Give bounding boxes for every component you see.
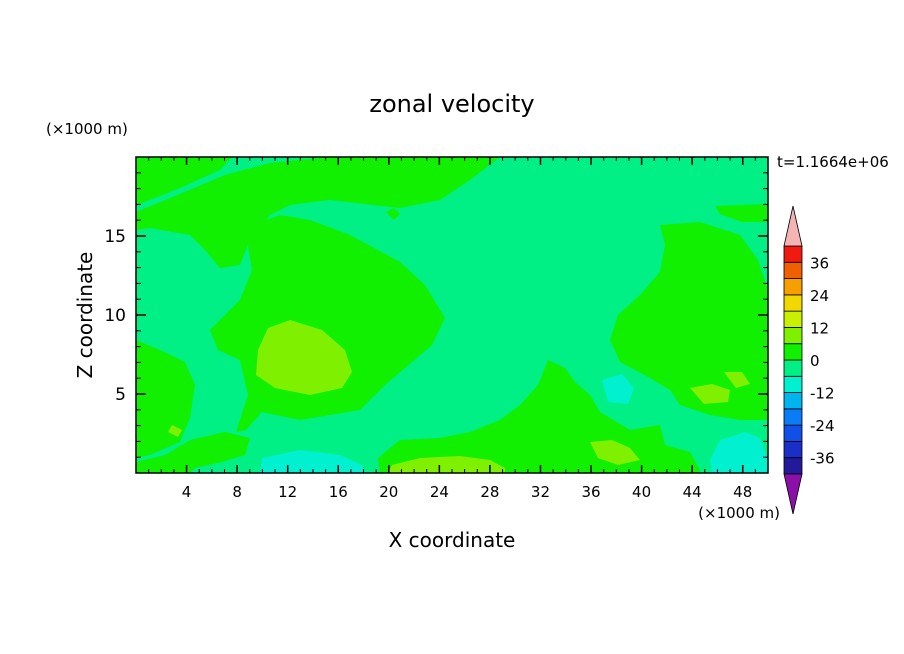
colorbar-under-triangle xyxy=(783,473,803,515)
x-tick-label: 28 xyxy=(480,483,499,501)
x-tick-label: 32 xyxy=(531,483,550,501)
colorbar-segment xyxy=(783,408,803,426)
colorbar-segment xyxy=(783,375,803,393)
contour-region-green-left xyxy=(136,340,195,458)
colorbar-tick-label: 0 xyxy=(810,352,820,370)
contour-region-yellowgreen-bottom xyxy=(388,456,505,473)
contour-region-green-bottom-left xyxy=(136,432,250,473)
colorbar-tick-label: 24 xyxy=(810,287,829,305)
colorbar-over-triangle xyxy=(783,205,803,247)
colorbar-tick-label: -12 xyxy=(810,385,835,403)
colorbar-segment xyxy=(783,245,803,263)
x-tick-label: 8 xyxy=(232,483,242,501)
y-tick-label: 5 xyxy=(115,385,126,405)
y-unit-label: (×1000 m) xyxy=(46,120,128,138)
x-tick-label: 12 xyxy=(278,483,297,501)
colorbar-tick-label: 36 xyxy=(810,254,829,272)
x-tick-label: 48 xyxy=(733,483,752,501)
y-axis-label: Z coordinate xyxy=(73,252,97,379)
colorbar-segment xyxy=(783,278,803,296)
colorbar-tick-label: 12 xyxy=(810,319,829,337)
contour-region-green-right-top xyxy=(715,204,768,222)
colorbar-segment xyxy=(783,294,803,312)
colorbar-segment xyxy=(783,457,803,475)
contour-region-yellowgreen-right xyxy=(690,384,730,404)
x-tick-label: 36 xyxy=(581,483,600,501)
contour-region-cyan-lower-right xyxy=(710,432,768,473)
x-tick-label: 16 xyxy=(329,483,348,501)
x-axis-label: X coordinate xyxy=(389,528,516,552)
colorbar-segment xyxy=(783,327,803,345)
contour-region-green-right xyxy=(610,222,768,420)
contour-region-green-topband xyxy=(136,157,500,268)
x-tick-label: 44 xyxy=(683,483,702,501)
contour-region-yellowgreen-lower-right xyxy=(590,440,640,465)
colorbar-segment xyxy=(783,424,803,442)
contour-region-yellowgreen-small-left xyxy=(168,425,182,437)
colorbar: 36 24 12 0 -12 -24 -36 xyxy=(783,205,835,515)
contour-region-yellowgreen-center xyxy=(256,320,352,395)
colorbar-segment xyxy=(783,441,803,459)
contour-region-yellowgreen-edge xyxy=(724,372,750,388)
time-label: t=1.1664e+06 xyxy=(777,153,889,171)
contour-region-green-topleft xyxy=(136,157,232,205)
x-tick-label: 20 xyxy=(379,483,398,501)
contour-region-green-small-blob xyxy=(386,208,400,220)
x-axis-ticks: 4 8 12 16 20 24 28 32 36 40 44 48 xyxy=(148,157,756,501)
y-tick-label: 10 xyxy=(104,306,126,326)
x-tick-label: 40 xyxy=(632,483,651,501)
y-tick-label: 15 xyxy=(104,227,126,247)
colorbar-segment xyxy=(783,261,803,279)
x-unit-label: (×1000 m) xyxy=(698,504,780,522)
colorbar-segment xyxy=(783,343,803,361)
x-tick-label: 4 xyxy=(182,483,192,501)
colorbar-segment xyxy=(783,310,803,328)
colorbar-tick-label: -36 xyxy=(810,450,835,468)
x-tick-label: 24 xyxy=(430,483,449,501)
contour-field xyxy=(136,157,768,473)
y-axis-ticks: 5 10 15 xyxy=(104,172,768,458)
contour-region-cyan-right-blob xyxy=(602,374,634,404)
colorbar-tick-label: -24 xyxy=(810,417,835,435)
colorbar-segment xyxy=(783,359,803,377)
colorbar-segment xyxy=(783,392,803,410)
chart-title: zonal velocity xyxy=(369,90,534,118)
